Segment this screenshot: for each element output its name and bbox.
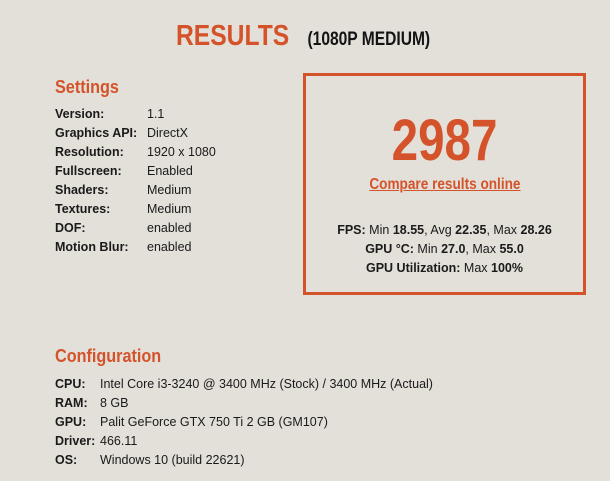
setting-row: Graphics API: DirectX [55,124,595,143]
avg-label: Avg [430,223,452,237]
score-value: 2987 [391,108,498,173]
config-row: GPU: Palit GeForce GTX 750 Ti 2 GB (GM107… [55,413,595,432]
setting-row: DOF: enabled [55,219,595,238]
config-row: Driver: 466.11 [55,432,595,451]
config-label: OS: [55,453,78,467]
setting-row: Shaders: Medium [55,181,595,200]
max-label: Max [472,242,496,256]
setting-row: Fullscreen: Enabled [55,162,595,181]
setting-value: 1.1 [147,107,165,121]
gpu-temp-max: 55.0 [499,242,524,256]
setting-value: enabled [147,221,192,235]
setting-label: Graphics API: [55,126,138,140]
max-label: Max [493,223,518,237]
config-value: Palit GeForce GTX 750 Ti 2 GB (GM107) [100,415,328,429]
setting-label: Textures: [55,202,111,216]
fps-max: 28.26 [520,223,552,237]
setting-value: 1920 x 1080 [147,145,216,159]
setting-label: Version: [55,107,105,121]
setting-label: DOF: [55,221,86,235]
setting-row: Resolution: 1920 x 1080 [55,143,595,162]
score: 2987 [306,112,583,170]
config-value: Windows 10 (build 22621) [100,453,245,467]
fps-min: 18.55 [392,223,425,237]
preset-label: (1080P MEDIUM) [307,29,431,50]
score-panel: 2987 Compare results online FPS: Min 18.… [303,73,586,295]
gpu-utilization-stats: GPU Utilization: Max 100% [306,261,583,275]
config-row: CPU: Intel Core i3-3240 @ 3400 MHz (Stock… [55,375,595,394]
gpu-temp-stats: GPU °C: Min 27.0, Max 55.0 [365,242,524,256]
settings-heading: Settings [55,77,119,97]
config-label: CPU: [55,377,86,391]
gpu-util-max: 100% [491,261,524,275]
fps-stats: FPS: Min 18.55, Avg 22.35, Max 28.26 [337,223,552,237]
setting-label: Shaders: [55,183,109,197]
gpu-util-label: GPU Utilization: [365,261,461,275]
config-value: 8 GB [100,396,129,410]
config-label: Driver: [55,434,96,448]
max-label: Max [463,261,488,275]
setting-value: Medium [147,183,192,197]
setting-row: Version: 1.1 [55,105,595,124]
min-label: Min [369,223,390,237]
results-heading: RESULTS [176,20,290,52]
setting-value: enabled [147,240,192,254]
config-value: Intel Core i3-3240 @ 3400 MHz (Stock) / … [100,377,433,391]
gpu-temp-label: GPU °C: [365,242,414,256]
setting-row: Textures: Medium [55,200,595,219]
fps-label: FPS: [337,223,366,237]
configuration-heading: Configuration [55,346,162,366]
page-title: RESULTS (1080P MEDIUM) [0,20,610,53]
gpu-temp-min: 27.0 [441,242,466,256]
config-row: OS: Windows 10 (build 22621) [55,451,595,470]
config-row: RAM: 8 GB [55,394,595,413]
config-value: 466.11 [100,434,138,448]
setting-value: Medium [147,202,192,216]
config-label: RAM: [55,396,88,410]
config-label: GPU: [55,415,87,429]
min-label: Min [417,242,438,256]
setting-label: Motion Blur: [55,240,129,254]
fps-avg: 22.35 [455,223,487,237]
setting-value: Enabled [147,164,193,178]
setting-label: Fullscreen: [55,164,122,178]
setting-label: Resolution: [55,145,124,159]
setting-row: Motion Blur: enabled [55,238,595,257]
compare-results-link[interactable]: Compare results online [368,176,521,193]
setting-value: DirectX [147,126,188,140]
